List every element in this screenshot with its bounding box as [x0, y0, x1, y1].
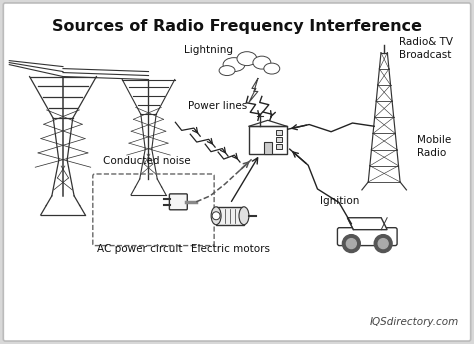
Text: Conducted noise: Conducted noise	[103, 156, 191, 166]
Text: Radio& TV
Broadcast: Radio& TV Broadcast	[399, 37, 453, 60]
Ellipse shape	[223, 58, 245, 72]
Text: Ignition: Ignition	[320, 196, 359, 206]
Bar	[216, 207, 244, 225]
Polygon shape	[249, 78, 258, 103]
FancyBboxPatch shape	[169, 194, 187, 210]
Polygon shape	[347, 218, 387, 230]
Text: Mobile
Radio: Mobile Radio	[417, 135, 451, 158]
Text: Sources of Radio Frequency Interference: Sources of Radio Frequency Interference	[52, 19, 422, 34]
Text: IQSdirectory.com: IQSdirectory.com	[370, 317, 459, 327]
Ellipse shape	[264, 63, 280, 74]
Ellipse shape	[219, 66, 235, 76]
FancyBboxPatch shape	[337, 228, 397, 246]
Circle shape	[346, 239, 356, 249]
Ellipse shape	[211, 207, 221, 225]
Bar	[276, 130, 282, 135]
Circle shape	[378, 239, 388, 249]
Bar	[264, 142, 272, 154]
FancyBboxPatch shape	[220, 63, 280, 78]
Circle shape	[212, 212, 220, 220]
Ellipse shape	[253, 56, 271, 69]
Bar	[249, 126, 287, 154]
Ellipse shape	[239, 207, 249, 225]
Text: Power lines: Power lines	[188, 101, 247, 111]
Circle shape	[342, 235, 360, 252]
Bar	[276, 144, 282, 149]
Bar	[276, 137, 282, 142]
Text: Electric motors: Electric motors	[191, 244, 270, 254]
Circle shape	[374, 235, 392, 252]
FancyBboxPatch shape	[3, 3, 471, 341]
Text: AC power circuit: AC power circuit	[97, 244, 182, 254]
Text: Lightning: Lightning	[183, 45, 233, 55]
Ellipse shape	[237, 52, 257, 66]
